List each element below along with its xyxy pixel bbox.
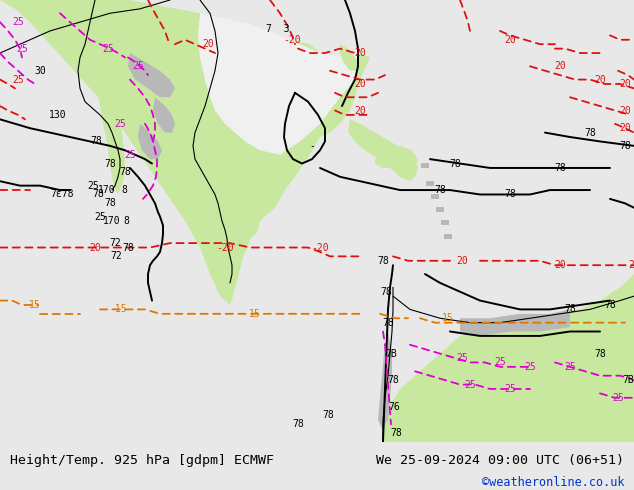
Text: 8: 8	[123, 216, 129, 226]
Polygon shape	[382, 274, 634, 442]
Text: -20: -20	[283, 35, 301, 45]
Text: 7  3: 7 3	[266, 24, 290, 34]
Text: 72: 72	[110, 251, 122, 261]
Polygon shape	[0, 0, 370, 305]
Text: 15: 15	[29, 300, 41, 310]
Text: 7ε78: 7ε78	[50, 190, 74, 199]
Text: 20: 20	[554, 260, 566, 270]
Text: 7B: 7B	[385, 348, 397, 359]
Text: 78: 78	[377, 256, 389, 266]
Text: 20: 20	[202, 39, 214, 49]
Text: 20: 20	[504, 35, 516, 45]
Text: 78: 78	[380, 287, 392, 297]
Text: 78: 78	[604, 300, 616, 310]
Text: 78: 78	[504, 190, 516, 199]
Text: 78: 78	[292, 419, 304, 429]
Text: 25: 25	[464, 380, 476, 390]
Text: 78: 78	[119, 168, 131, 177]
Polygon shape	[375, 155, 390, 168]
Text: 25: 25	[564, 362, 576, 372]
Text: 78: 78	[554, 163, 566, 173]
Text: 20: 20	[554, 61, 566, 72]
Text: 130: 130	[49, 110, 67, 120]
Text: -20: -20	[311, 243, 329, 252]
Text: 78: 78	[390, 428, 402, 438]
Text: 20: 20	[89, 243, 101, 252]
Text: 78: 78	[104, 198, 116, 208]
Text: 8: 8	[121, 185, 127, 195]
Text: 25: 25	[456, 353, 468, 363]
Text: 30: 30	[34, 66, 46, 76]
Text: 78: 78	[619, 141, 631, 151]
Polygon shape	[153, 97, 175, 133]
Text: 15: 15	[249, 309, 261, 319]
Text: Height/Temp. 925 hPa [gdpm] ECMWF: Height/Temp. 925 hPa [gdpm] ECMWF	[10, 454, 273, 467]
Text: 25: 25	[16, 44, 28, 53]
Text: -: -	[309, 141, 315, 151]
Polygon shape	[138, 124, 162, 159]
Text: 25: 25	[504, 384, 516, 394]
Polygon shape	[426, 181, 434, 186]
Polygon shape	[128, 53, 175, 97]
Text: 25: 25	[87, 181, 99, 191]
Text: We 25-09-2024 09:00 UTC (06+51): We 25-09-2024 09:00 UTC (06+51)	[377, 454, 624, 467]
Polygon shape	[444, 234, 452, 239]
Text: 20: 20	[619, 79, 631, 89]
Text: 20: 20	[619, 123, 631, 133]
Text: 78: 78	[434, 185, 446, 195]
Text: 20: 20	[594, 74, 606, 85]
Text: 25: 25	[124, 150, 136, 160]
Text: 78: 78	[90, 136, 102, 147]
Text: 76: 76	[388, 402, 400, 412]
Text: ©weatheronline.co.uk: ©weatheronline.co.uk	[482, 476, 624, 490]
Polygon shape	[431, 194, 439, 199]
Text: 170: 170	[103, 216, 121, 226]
Text: 25: 25	[114, 119, 126, 129]
Polygon shape	[95, 66, 125, 195]
Text: 20: 20	[354, 105, 366, 116]
Polygon shape	[340, 44, 360, 71]
Text: 78: 78	[594, 348, 606, 359]
Text: 78: 78	[564, 304, 576, 315]
Text: 25: 25	[102, 44, 114, 53]
Text: 20: 20	[456, 256, 468, 266]
Text: 78: 78	[387, 375, 399, 385]
Polygon shape	[348, 120, 418, 181]
Text: 20: 20	[354, 79, 366, 89]
Polygon shape	[378, 332, 392, 429]
Text: 170: 170	[98, 185, 116, 195]
Text: 20: 20	[619, 105, 631, 116]
Text: 25: 25	[132, 61, 144, 72]
Text: 25: 25	[524, 362, 536, 372]
Text: 20: 20	[354, 48, 366, 58]
Text: 78: 78	[584, 127, 596, 138]
Polygon shape	[395, 146, 418, 168]
Text: 78: 78	[449, 159, 461, 169]
Text: 25: 25	[94, 212, 106, 221]
Text: 72: 72	[109, 238, 121, 248]
Polygon shape	[460, 309, 570, 336]
Text: 78: 78	[104, 159, 116, 169]
Text: 78: 78	[122, 243, 134, 252]
Text: 20: 20	[628, 260, 634, 270]
Text: 7B: 7B	[622, 375, 634, 385]
Polygon shape	[198, 13, 360, 155]
Text: 15: 15	[442, 313, 454, 323]
Text: 78: 78	[382, 318, 394, 328]
Text: 25: 25	[12, 17, 24, 27]
Polygon shape	[436, 207, 444, 212]
Polygon shape	[421, 163, 429, 168]
Polygon shape	[441, 220, 449, 225]
Text: 25: 25	[612, 393, 624, 403]
Text: 78: 78	[92, 190, 104, 199]
Text: -15: -15	[109, 304, 127, 315]
Text: 25: 25	[494, 357, 506, 368]
Text: -20: -20	[216, 243, 234, 252]
Text: 78: 78	[322, 411, 334, 420]
Text: 25: 25	[12, 74, 24, 85]
